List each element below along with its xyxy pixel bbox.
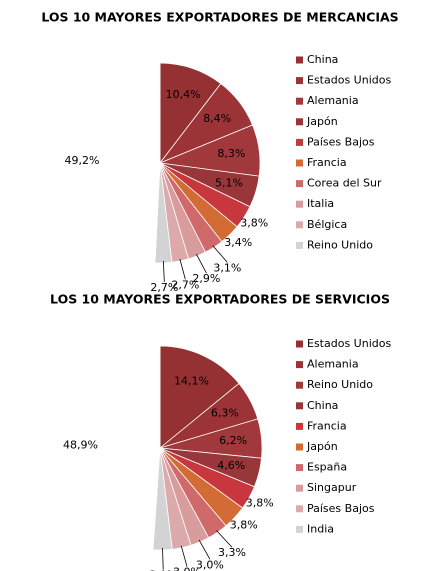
legend-swatch	[296, 505, 303, 513]
legend-label: Francia	[307, 419, 347, 432]
legend-label: Francia	[307, 156, 347, 169]
leader-line	[180, 545, 188, 567]
data-label: 3,1%	[213, 261, 241, 274]
leader-line	[198, 539, 211, 560]
legend-label: Singapur	[307, 481, 357, 494]
legend-swatch	[296, 422, 303, 430]
legend-swatch	[296, 464, 303, 472]
legend-label: Países Bajos	[307, 135, 375, 148]
leader-line	[196, 253, 207, 274]
legend-swatch	[296, 340, 303, 348]
legend-label: Corea del Sur	[307, 177, 382, 190]
data-label: 10,4%	[166, 88, 201, 101]
leader-line	[216, 530, 233, 548]
legend-label: China	[307, 399, 338, 412]
data-label: 49,2%	[65, 154, 100, 167]
legend-label: Estados Unidos	[307, 74, 391, 87]
pie-slice	[57, 345, 161, 551]
legend-label: Alemania	[307, 358, 359, 371]
legend-label: China	[307, 53, 338, 66]
data-label: 3,8%	[240, 217, 268, 230]
data-label: 3,0%	[149, 568, 177, 571]
legend-swatch	[296, 361, 303, 369]
data-label: 14,1%	[174, 375, 209, 388]
legend-swatch	[296, 159, 303, 167]
data-label: 3,3%	[218, 546, 246, 559]
legend-swatch	[296, 138, 303, 146]
legend-label: Reino Unido	[307, 238, 373, 251]
data-label: 6,2%	[219, 434, 247, 447]
leader-line	[162, 260, 165, 282]
legend-swatch	[296, 221, 303, 229]
data-label: 6,3%	[211, 407, 239, 420]
leader-line	[162, 547, 164, 570]
data-label: 8,4%	[203, 112, 231, 125]
chart-title: LOS 10 MAYORES EXPORTADORES DE SERVICIOS	[50, 292, 390, 307]
legend-label: Reino Unido	[307, 378, 373, 391]
legend-swatch	[296, 118, 303, 126]
legend-swatch	[296, 180, 303, 188]
legend-swatch	[296, 484, 303, 492]
pie-slice	[59, 62, 161, 264]
legend-swatch	[296, 525, 303, 533]
data-label: 3,0%	[196, 558, 224, 571]
legend-label: Alemania	[307, 94, 359, 107]
legend-swatch	[296, 443, 303, 451]
legend-label: Italia	[307, 197, 334, 210]
leader-line	[212, 245, 228, 263]
data-label: 2,9%	[192, 272, 220, 285]
legend-swatch	[296, 77, 303, 85]
legend-swatch	[296, 402, 303, 410]
legend-label: Estados Unidos	[307, 337, 391, 350]
legend-label: India	[307, 522, 334, 535]
data-label: 2,7%	[171, 278, 199, 291]
legend-swatch	[296, 241, 303, 249]
legend-label: Japón	[306, 440, 338, 453]
data-label: 3,8%	[246, 497, 274, 510]
legend-swatch	[296, 56, 303, 64]
legend-label: Países Bajos	[307, 502, 375, 515]
data-label: 5,1%	[215, 177, 243, 190]
data-label: 3,0%	[173, 566, 201, 571]
chart-title: LOS 10 MAYORES EXPORTADORES DE MERCANCIA…	[41, 10, 398, 25]
data-label: 3,4%	[224, 236, 252, 249]
pie-slice	[159, 345, 240, 449]
legend-label: España	[307, 461, 347, 474]
data-label: 4,6%	[217, 459, 245, 472]
legend-swatch	[296, 381, 303, 389]
legend-swatch	[296, 200, 303, 208]
data-label: 8,3%	[217, 147, 245, 160]
leader-line	[179, 258, 186, 280]
legend-swatch	[296, 97, 303, 105]
data-label: 48,9%	[63, 438, 98, 451]
legend-label: Bélgica	[307, 218, 347, 231]
legend-label: Japón	[306, 115, 338, 128]
data-label: 3,8%	[230, 519, 258, 532]
data-label: 2,7%	[150, 281, 178, 294]
